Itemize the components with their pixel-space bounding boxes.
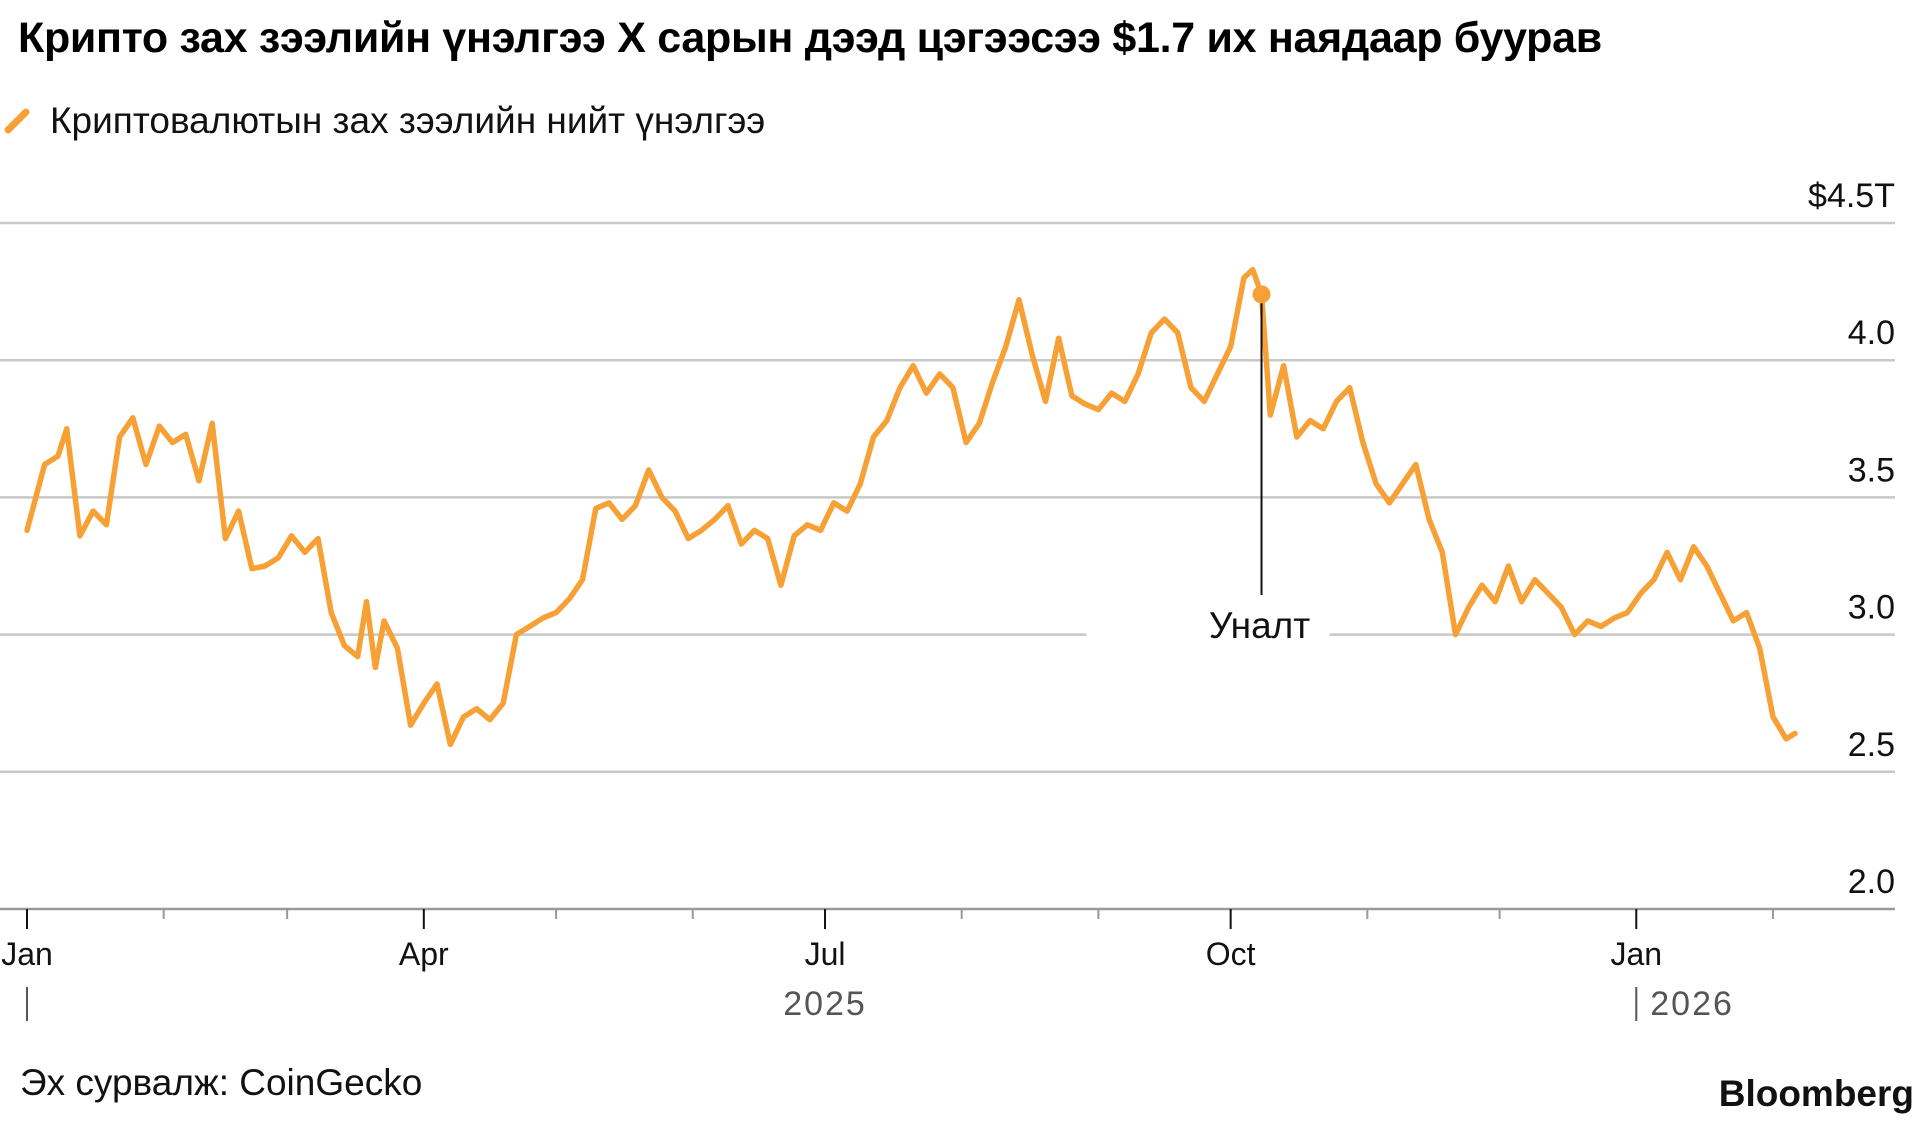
x-tick-label: Apr — [399, 936, 449, 972]
series-line — [24, 266, 1798, 748]
year-label: 2026 — [1650, 985, 1734, 1023]
y-tick-label: 3.0 — [1848, 589, 1895, 627]
x-tick-label: Oct — [1206, 936, 1256, 972]
annotation-label: Уналт — [1209, 605, 1310, 646]
chart-title: Крипто зах зээлийн үнэлгээ X сарын дээд … — [18, 14, 1602, 62]
annotation-point — [1252, 285, 1271, 304]
x-tick-label: Jan — [1610, 936, 1662, 972]
y-tick-label: 4.0 — [1848, 314, 1895, 352]
y-tick-label: 2.5 — [1848, 726, 1895, 764]
y-tick-label: 3.5 — [1848, 451, 1895, 489]
legend: Криптовалютын зах зээлийн нийт үнэлгээ — [0, 96, 765, 146]
y-tick-label: $4.5T — [1808, 177, 1895, 215]
legend-label: Криптовалютын зах зээлийн нийт үнэлгээ — [50, 100, 766, 141]
x-tick-label: Jan — [1, 936, 53, 972]
brand-logo: Bloomberg — [1718, 1073, 1914, 1114]
line-chart: $4.5T 4.0 3.5 3.0 2.5 2.0 Jan Apr Jul Oct Jan 2025 2… — [0, 177, 1895, 1023]
x-tick-label: Jul — [805, 936, 846, 972]
legend-swatch-icon — [4, 108, 30, 134]
y-tick-label: 2.0 — [1848, 863, 1895, 901]
year-label: 2025 — [783, 985, 867, 1023]
source-note: Эх сурвалж: CoinGecko — [20, 1062, 423, 1103]
